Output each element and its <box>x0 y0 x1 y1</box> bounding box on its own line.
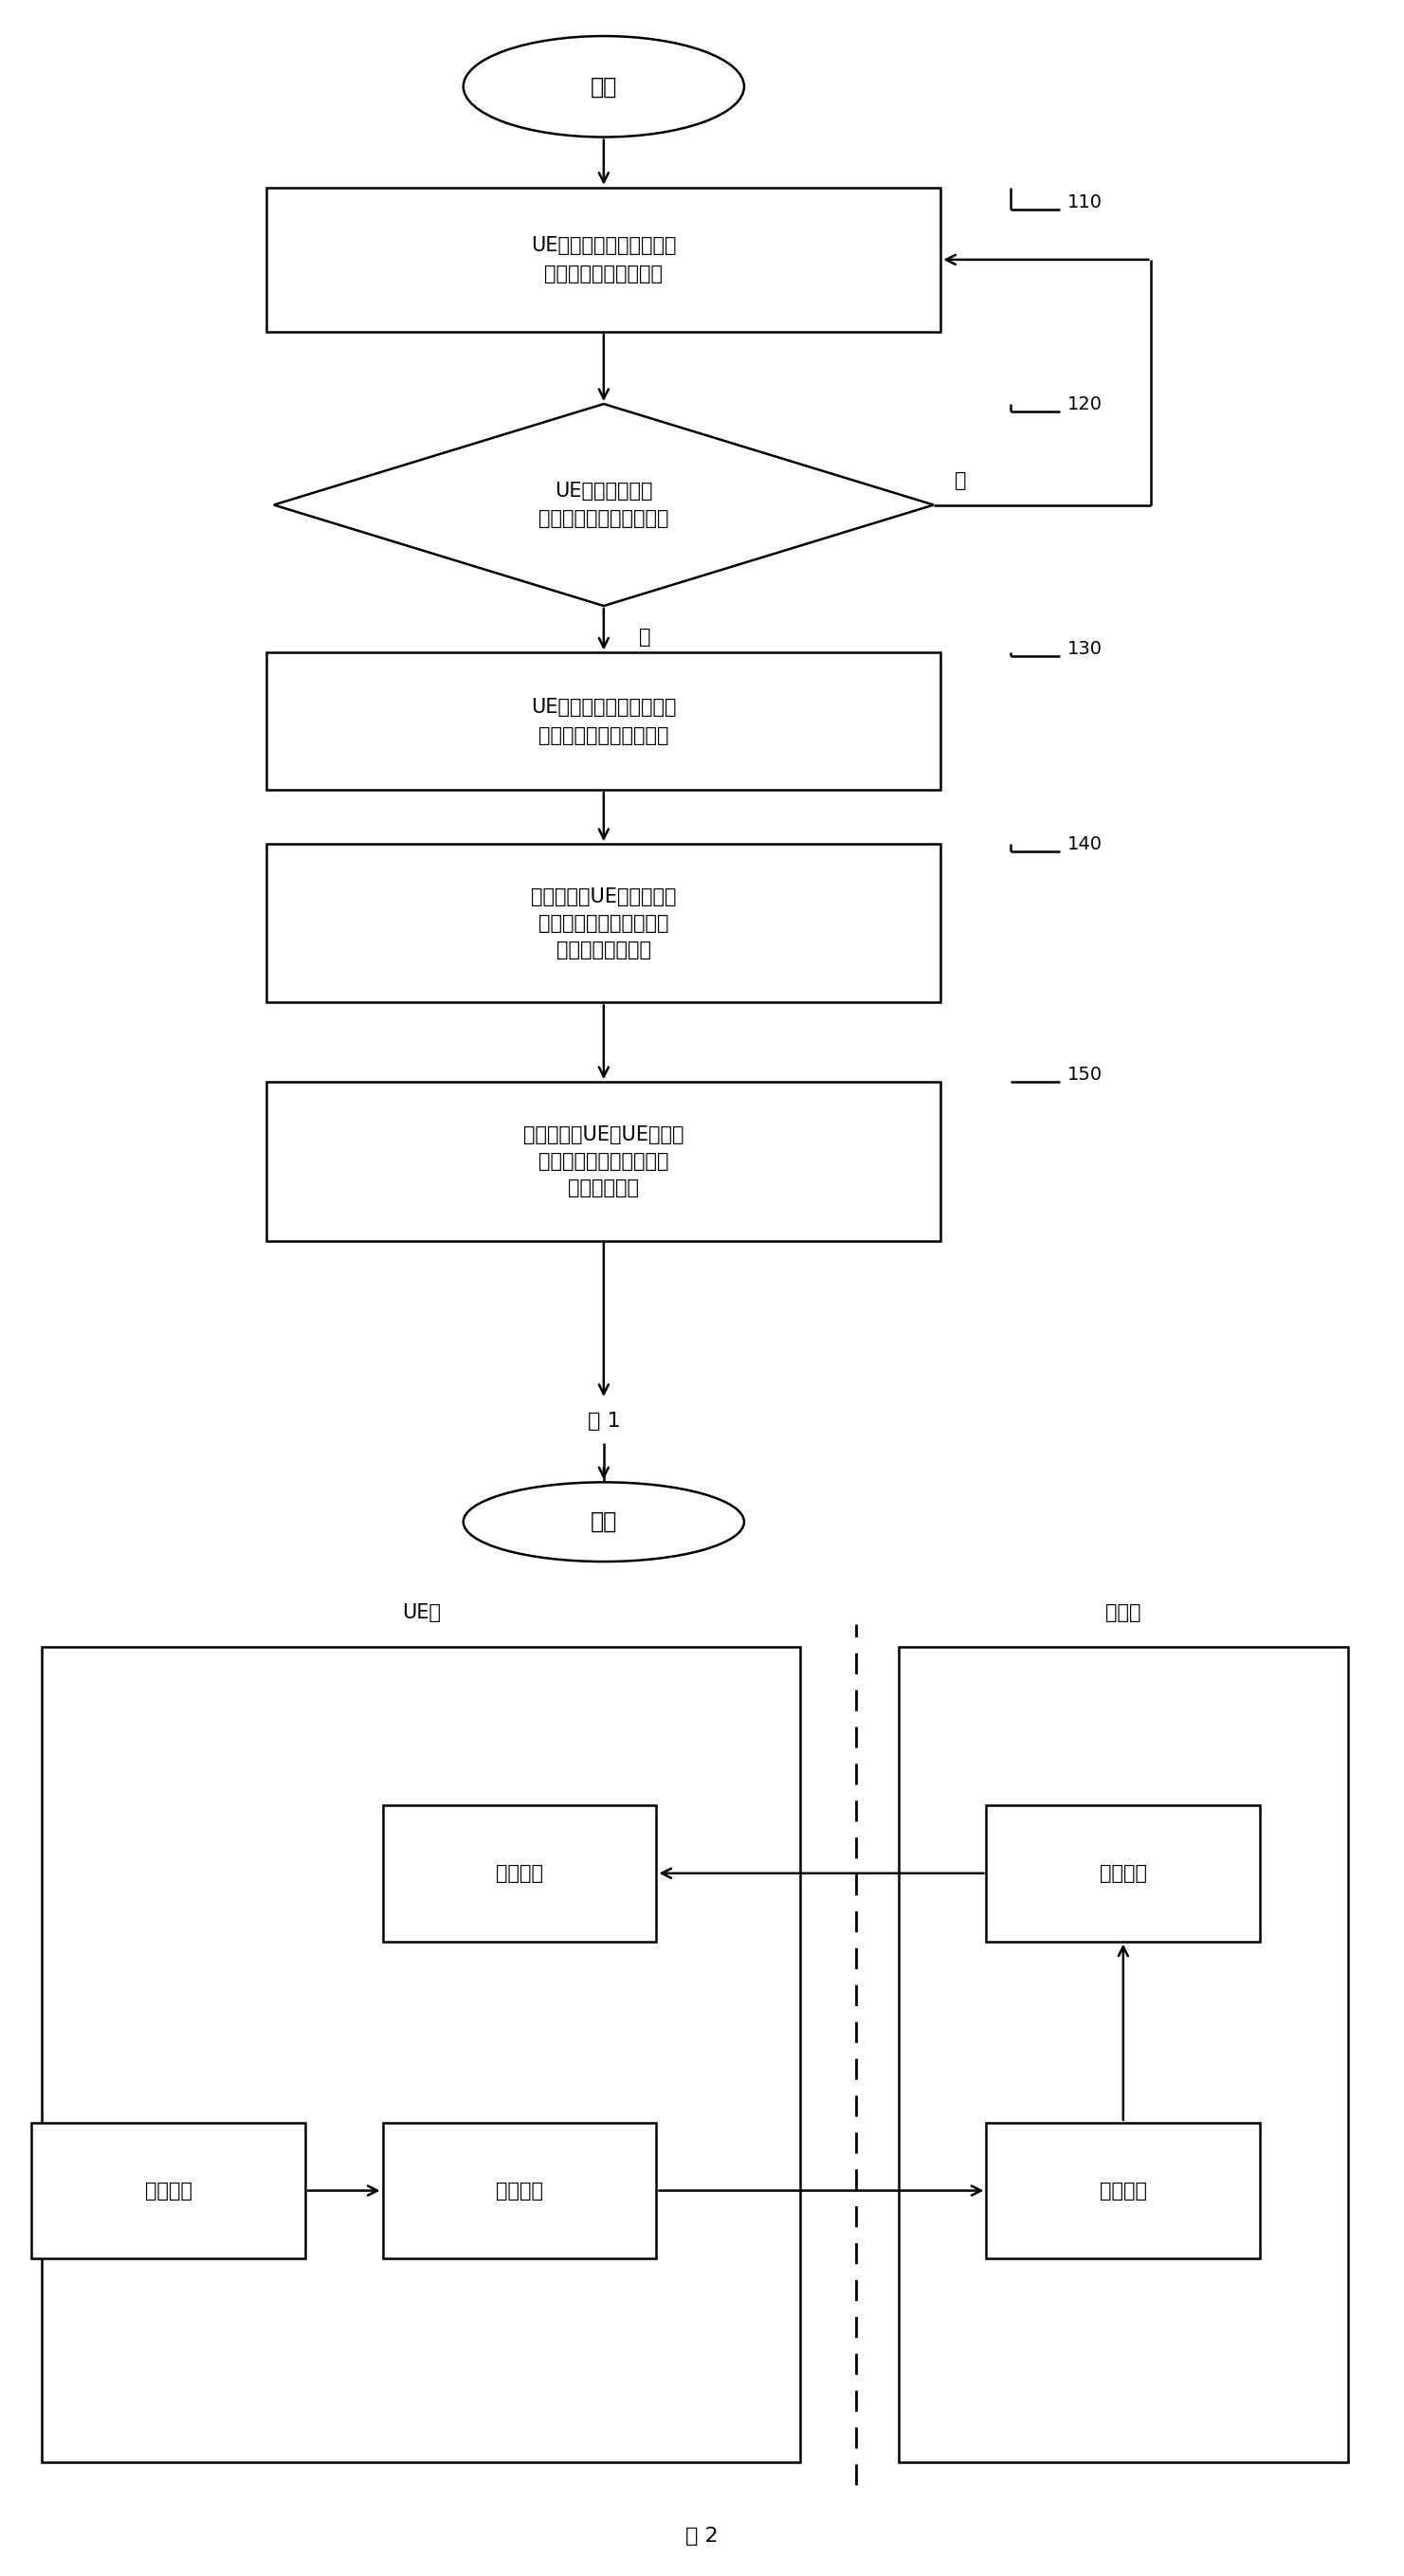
Bar <box>987 2123 1261 2259</box>
Bar <box>267 1082 941 1242</box>
Bar <box>267 188 941 332</box>
Text: 网络侧: 网络侧 <box>1105 1602 1141 1623</box>
Bar <box>987 1806 1261 1942</box>
Bar <box>267 845 941 1002</box>
Text: UE向网络侧周期性上报该
候选最优小区的测量报告: UE向网络侧周期性上报该 候选最优小区的测量报告 <box>531 698 677 744</box>
Bar <box>899 1646 1348 2463</box>
Text: 150: 150 <box>1067 1066 1102 1084</box>
Text: 图 2: 图 2 <box>685 2527 719 2545</box>
Text: 上报模块: 上报模块 <box>496 2182 543 2200</box>
Text: 图 1: 图 1 <box>587 1412 621 1430</box>
Text: 设置模块: 设置模块 <box>496 1865 543 1883</box>
Text: 110: 110 <box>1067 193 1102 211</box>
Text: 网络侧指示UE将UE侧的最
优小区更新为网络侧所确
定的最优小区: 网络侧指示UE将UE侧的最 优小区更新为网络侧所确 定的最优小区 <box>524 1126 684 1198</box>
Text: 网络侧根据UE周期性上报
的测量报告，确定并更新
网络侧的最优小区: 网络侧根据UE周期性上报 的测量报告，确定并更新 网络侧的最优小区 <box>531 886 677 958</box>
Text: 120: 120 <box>1067 394 1102 412</box>
Bar <box>32 2123 306 2259</box>
Bar <box>383 1806 657 1942</box>
Text: 更新设备: 更新设备 <box>1099 2182 1147 2200</box>
Text: 130: 130 <box>1067 641 1102 657</box>
Ellipse shape <box>463 36 744 137</box>
Polygon shape <box>274 404 934 605</box>
Text: 是: 是 <box>639 629 650 647</box>
Ellipse shape <box>463 1481 744 1561</box>
Bar <box>383 2123 657 2259</box>
Text: UE侧: UE侧 <box>402 1602 441 1623</box>
Text: 控制设备: 控制设备 <box>1099 1865 1147 1883</box>
Text: UE判断该候选最
优小区是否满足上报准则: UE判断该候选最 优小区是否满足上报准则 <box>539 482 668 528</box>
Text: UE对周边小区进行检测，
从中选定候选最优小区: UE对周边小区进行检测， 从中选定候选最优小区 <box>531 237 677 283</box>
Text: 否: 否 <box>955 471 966 489</box>
Text: 140: 140 <box>1067 835 1102 853</box>
Bar <box>42 1646 800 2463</box>
Text: 结束: 结束 <box>590 1510 618 1533</box>
Text: 开始: 开始 <box>590 75 618 98</box>
Text: 检测模块: 检测模块 <box>145 2182 192 2200</box>
Bar <box>267 652 941 791</box>
